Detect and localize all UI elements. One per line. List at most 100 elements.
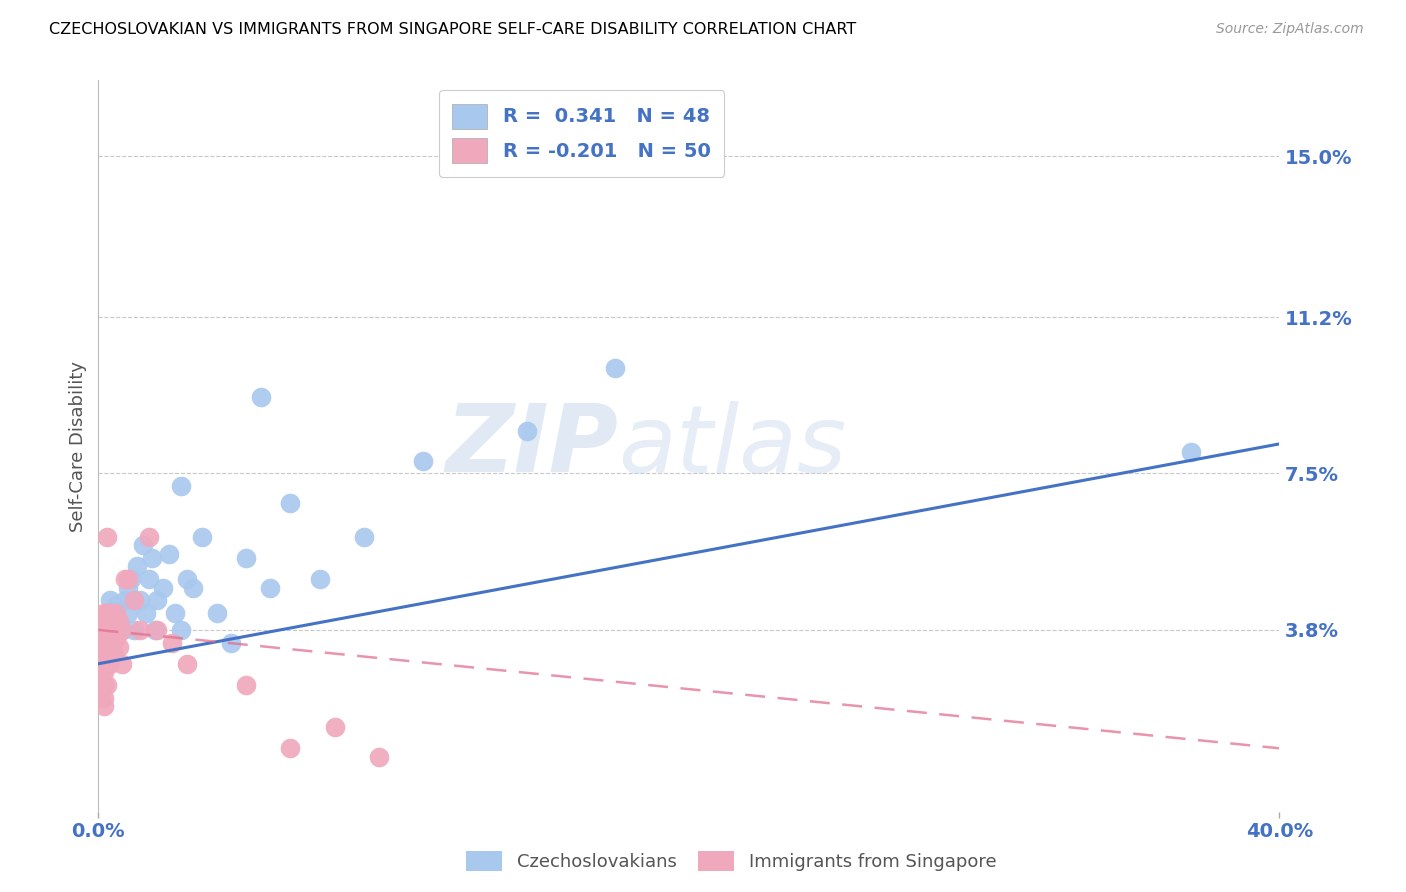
Point [146,593,169,607]
Point [96,530,118,544]
Point [93,690,115,705]
Point [152,581,174,595]
Point [90,678,112,692]
Point [235,551,257,566]
Point [205,606,228,620]
Point [90,644,112,658]
Point [108,615,131,629]
Point [93,632,115,646]
Point [143,623,166,637]
Point [93,665,115,680]
Point [105,606,128,620]
Point [117,572,139,586]
Point [103,644,125,658]
Point [98,606,121,620]
Point [98,657,121,671]
Point [250,390,273,404]
Point [93,615,115,629]
Point [181,581,204,595]
Point [96,615,118,629]
Point [135,606,157,620]
Point [368,749,391,764]
Point [90,623,112,637]
Point [96,635,118,649]
Point [146,623,169,637]
Point [122,623,145,637]
Point [90,635,112,649]
Point [191,530,214,544]
Point [93,699,115,714]
Point [138,572,160,586]
Point [93,606,115,620]
Point [103,606,125,620]
Point [93,615,115,629]
Point [105,623,128,637]
Text: Source: ZipAtlas.com: Source: ZipAtlas.com [1216,22,1364,37]
Point [93,678,115,692]
Point [98,593,121,607]
Point [90,615,112,629]
Point [96,678,118,692]
Text: CZECHOSLOVAKIAN VS IMMIGRANTS FROM SINGAPORE SELF-CARE DISABILITY CORRELATION CH: CZECHOSLOVAKIAN VS IMMIGRANTS FROM SINGA… [49,22,856,37]
Point [162,635,183,649]
Point [96,635,118,649]
Point [111,623,134,637]
Text: ZIP: ZIP [446,400,619,492]
Point [90,665,112,680]
Point [103,623,125,637]
Point [98,623,121,637]
Point [105,632,128,646]
Point [98,623,121,637]
Text: atlas: atlas [619,401,846,491]
Point [165,606,187,620]
Point [280,496,302,510]
Point [111,657,134,671]
Point [96,606,118,620]
Point [412,454,434,468]
Legend: R =  0.341   N = 48, R = -0.201   N = 50: R = 0.341 N = 48, R = -0.201 N = 50 [439,90,724,177]
Point [96,623,118,637]
Point [108,640,131,654]
Point [170,623,193,637]
Point [105,598,128,612]
Point [157,547,180,561]
Point [96,606,118,620]
Point [132,538,155,552]
Point [90,623,112,637]
Point [122,593,145,607]
Point [90,690,112,705]
Point [1180,445,1202,459]
Point [93,632,115,646]
Y-axis label: Self-Care Disability: Self-Care Disability [69,360,87,532]
Point [353,530,375,544]
Point [280,741,302,756]
Point [309,572,332,586]
Point [114,593,136,607]
Point [98,635,121,649]
Point [114,572,136,586]
Point [170,479,193,493]
Point [221,635,243,649]
Point [93,644,115,658]
Point [117,606,139,620]
Point [111,623,134,637]
Point [176,657,198,671]
Point [93,657,115,671]
Point [605,360,627,375]
Point [90,657,112,671]
Point [125,559,148,574]
Point [103,632,125,646]
Point [117,581,139,595]
Point [128,623,150,637]
Point [120,572,142,586]
Legend: Czechoslovakians, Immigrants from Singapore: Czechoslovakians, Immigrants from Singap… [458,844,1004,879]
Point [96,657,118,671]
Point [323,720,346,734]
Point [90,632,112,646]
Point [93,623,115,637]
Point [259,581,281,595]
Point [103,615,125,629]
Point [235,678,257,692]
Point [138,530,160,544]
Point [613,149,636,163]
